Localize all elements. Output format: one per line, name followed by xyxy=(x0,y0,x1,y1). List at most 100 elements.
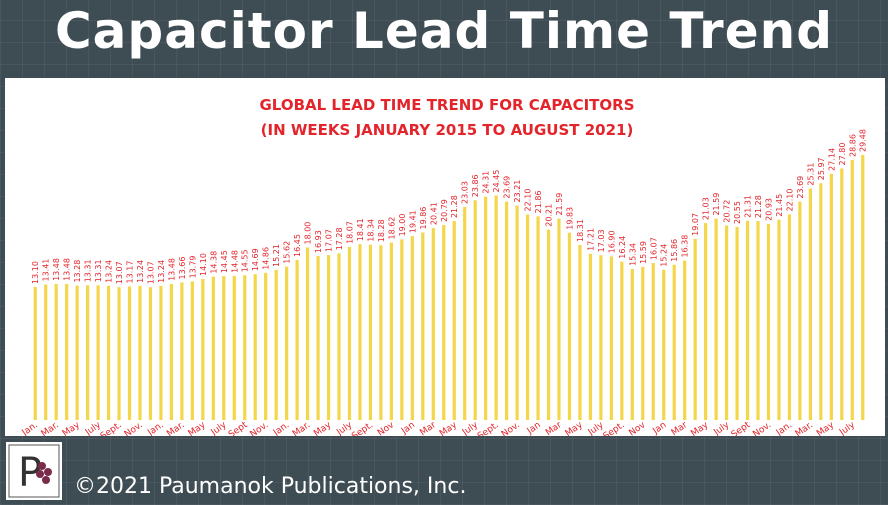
bar xyxy=(850,159,854,421)
bar xyxy=(326,254,331,420)
bar xyxy=(609,256,613,420)
bar xyxy=(138,285,142,420)
value-label: 13.79 xyxy=(188,256,197,279)
value-label: 24.45 xyxy=(492,170,501,193)
bar xyxy=(96,285,100,420)
x-tick-label: May xyxy=(689,420,711,436)
value-label: 14.48 xyxy=(230,250,239,273)
bar xyxy=(620,261,624,420)
bar xyxy=(557,218,561,420)
bar xyxy=(463,206,467,420)
value-label: 28.86 xyxy=(848,134,857,157)
x-tick-label: July xyxy=(837,420,857,436)
slide-title: Capacitor Lead Time Trend xyxy=(54,2,833,60)
value-label: 15.86 xyxy=(670,239,679,262)
value-label: 13.24 xyxy=(136,260,145,283)
bar xyxy=(442,225,446,420)
value-label: 21.28 xyxy=(754,195,763,218)
bar xyxy=(473,200,477,420)
bar xyxy=(159,285,163,420)
value-label: 18.31 xyxy=(576,219,585,242)
value-label: 18.28 xyxy=(377,219,386,242)
bar xyxy=(777,219,781,420)
value-label: 21.45 xyxy=(775,194,784,217)
bar xyxy=(117,287,121,420)
bar xyxy=(505,201,509,420)
bar xyxy=(431,228,435,420)
bar xyxy=(808,188,812,420)
x-tick-label: May xyxy=(815,420,837,436)
x-tick-label: Jan. xyxy=(271,420,291,436)
value-label: 17.21 xyxy=(586,228,595,251)
value-label: 16.45 xyxy=(293,234,302,257)
value-label: 13.07 xyxy=(146,261,155,284)
value-label: 20.55 xyxy=(733,201,742,224)
value-label: 15.24 xyxy=(660,244,669,267)
x-tick-label: Jan xyxy=(525,420,543,436)
bar xyxy=(683,260,687,420)
x-tick-label: Jan xyxy=(399,420,417,436)
copyright: ©2021 Paumanok Publications, Inc. xyxy=(74,474,467,499)
bar xyxy=(337,253,341,420)
value-label: 13.24 xyxy=(105,260,114,283)
bar xyxy=(819,183,823,420)
bar xyxy=(840,168,844,420)
value-label: 19.41 xyxy=(408,210,417,233)
value-label: 25.97 xyxy=(817,157,826,180)
x-tick-label: July xyxy=(209,420,229,436)
bar xyxy=(86,285,90,420)
bar xyxy=(169,283,174,420)
value-label: 15.62 xyxy=(283,241,292,264)
value-label: 20.72 xyxy=(723,200,732,223)
value-label: 14.55 xyxy=(241,249,250,272)
bar xyxy=(536,216,540,420)
value-label: 17.28 xyxy=(335,227,344,250)
value-label: 29.48 xyxy=(859,129,868,152)
x-tick-label: July xyxy=(711,420,731,436)
bar xyxy=(44,284,48,420)
value-label: 25.31 xyxy=(806,163,815,186)
value-label: 23.69 xyxy=(796,176,805,199)
bar xyxy=(714,218,718,420)
bar xyxy=(588,253,593,420)
x-tick-label: Mar. xyxy=(794,420,815,436)
bar xyxy=(222,276,226,420)
value-label: 18.07 xyxy=(345,221,354,244)
bar xyxy=(724,225,729,420)
value-label: 13.41 xyxy=(42,259,51,282)
bar xyxy=(264,272,268,420)
x-tick-label: Nov. xyxy=(751,420,773,436)
value-label: 21.59 xyxy=(712,193,721,216)
x-tick-label: Jan. xyxy=(774,420,794,436)
bar xyxy=(546,229,551,420)
value-label: 17.03 xyxy=(597,229,606,252)
value-label: 15.21 xyxy=(272,244,281,267)
bar xyxy=(389,242,393,420)
value-label: 19.86 xyxy=(419,207,428,230)
bar xyxy=(704,223,708,420)
value-label: 13.17 xyxy=(126,261,135,284)
chart: GLOBAL LEAD TIME TREND FOR CAPACITORS (IN… xyxy=(5,78,885,436)
value-label: 21.31 xyxy=(744,195,753,218)
bar xyxy=(766,223,771,420)
bar xyxy=(274,269,278,420)
value-label: 20.21 xyxy=(545,204,554,227)
value-label: 22.10 xyxy=(785,189,794,212)
bar xyxy=(54,283,58,420)
bar xyxy=(368,244,373,420)
bar xyxy=(33,286,37,420)
value-label: 13.07 xyxy=(115,261,124,284)
value-label: 16.38 xyxy=(681,235,690,258)
value-label: 13.10 xyxy=(31,261,40,284)
bar xyxy=(347,246,352,420)
bar xyxy=(494,195,498,420)
value-label: 20.93 xyxy=(764,198,773,221)
value-label: 14.86 xyxy=(262,247,271,270)
value-label: 13.48 xyxy=(52,258,61,281)
value-label: 14.45 xyxy=(220,250,229,273)
x-tick-label: Sept. xyxy=(476,420,501,436)
bar xyxy=(641,266,645,420)
value-label: 23.03 xyxy=(461,181,470,204)
x-tick-label: May xyxy=(438,420,460,436)
value-label: 18.62 xyxy=(387,217,396,240)
